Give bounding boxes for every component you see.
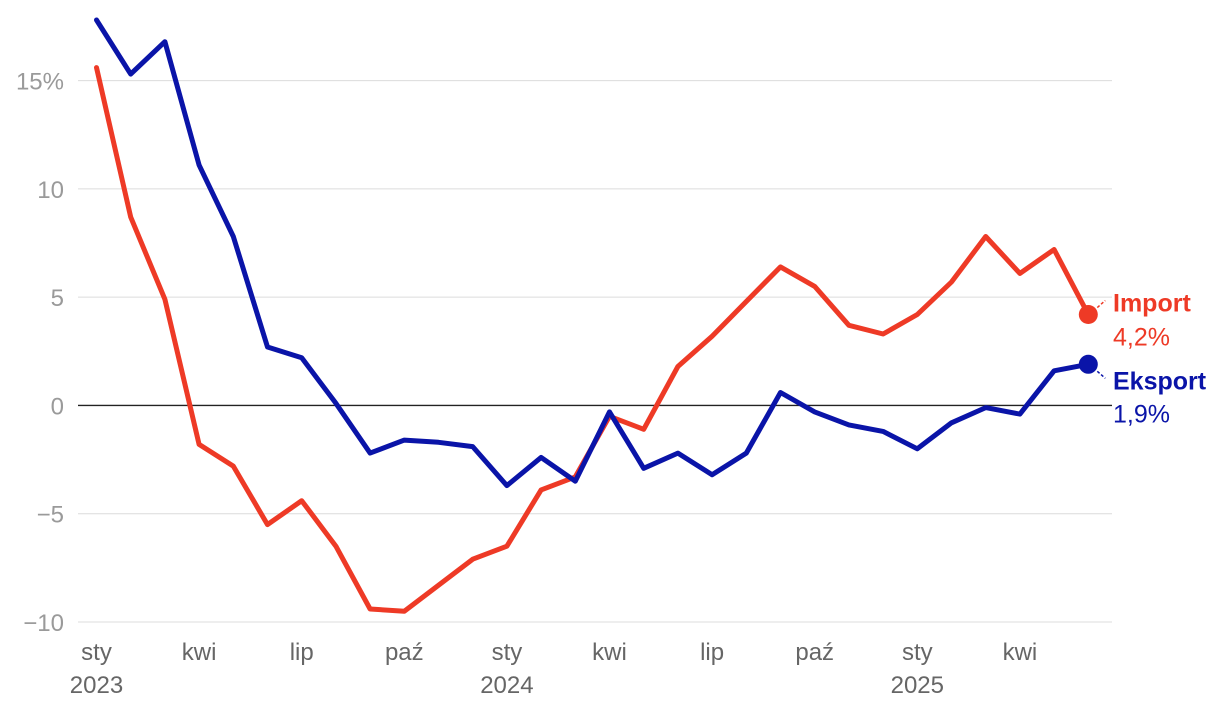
y-tick-label: 0 <box>51 393 64 420</box>
eksport-end-point <box>1078 354 1098 374</box>
import-series-line <box>94 65 1091 614</box>
y-tick-label: 5 <box>51 285 64 312</box>
x-tick-label: sty <box>81 639 112 666</box>
y-tick-label: −10 <box>23 610 64 637</box>
y-tick-label: 10 <box>37 177 64 204</box>
grid-lines <box>78 80 1112 623</box>
y-tick-label: 15% <box>16 69 64 96</box>
y-tick-label: −5 <box>37 502 64 529</box>
x-tick-label: kwi <box>1003 639 1038 666</box>
x-tick-year-label: 2023 <box>70 672 123 699</box>
import-series-name-label: Import <box>1113 290 1191 318</box>
import-end-value-label: 4,2% <box>1113 324 1170 352</box>
eksport-series-line <box>94 17 1091 489</box>
x-tick-year-label: 2024 <box>480 672 533 699</box>
x-tick-label: paź <box>385 639 424 666</box>
x-tick-label: lip <box>290 639 314 666</box>
series-lines <box>94 17 1098 614</box>
series-end-labels: Import 4,2% Eksport 1,9% <box>1096 290 1207 428</box>
x-tick-label: kwi <box>592 639 627 666</box>
eksport-end-value-label: 1,9% <box>1113 400 1170 428</box>
eksport-label-connector <box>1096 370 1106 379</box>
x-tick-year-label: 2025 <box>891 672 944 699</box>
eksport-series-name-label: Eksport <box>1113 367 1207 395</box>
x-axis-ticks: sty 2023 kwi lip paź sty 2024 kwi lip paź sty 2025 k… <box>70 639 1037 699</box>
x-tick-label: sty <box>492 639 523 666</box>
x-tick-label: kwi <box>182 639 217 666</box>
import-label-connector <box>1096 299 1106 309</box>
x-tick-label: sty <box>902 639 933 666</box>
x-tick-label: paź <box>795 639 834 666</box>
import-end-point <box>1078 305 1098 325</box>
y-axis-ticks: 15% 10 5 0 −5 −10 <box>16 69 64 637</box>
x-tick-label: lip <box>700 639 724 666</box>
